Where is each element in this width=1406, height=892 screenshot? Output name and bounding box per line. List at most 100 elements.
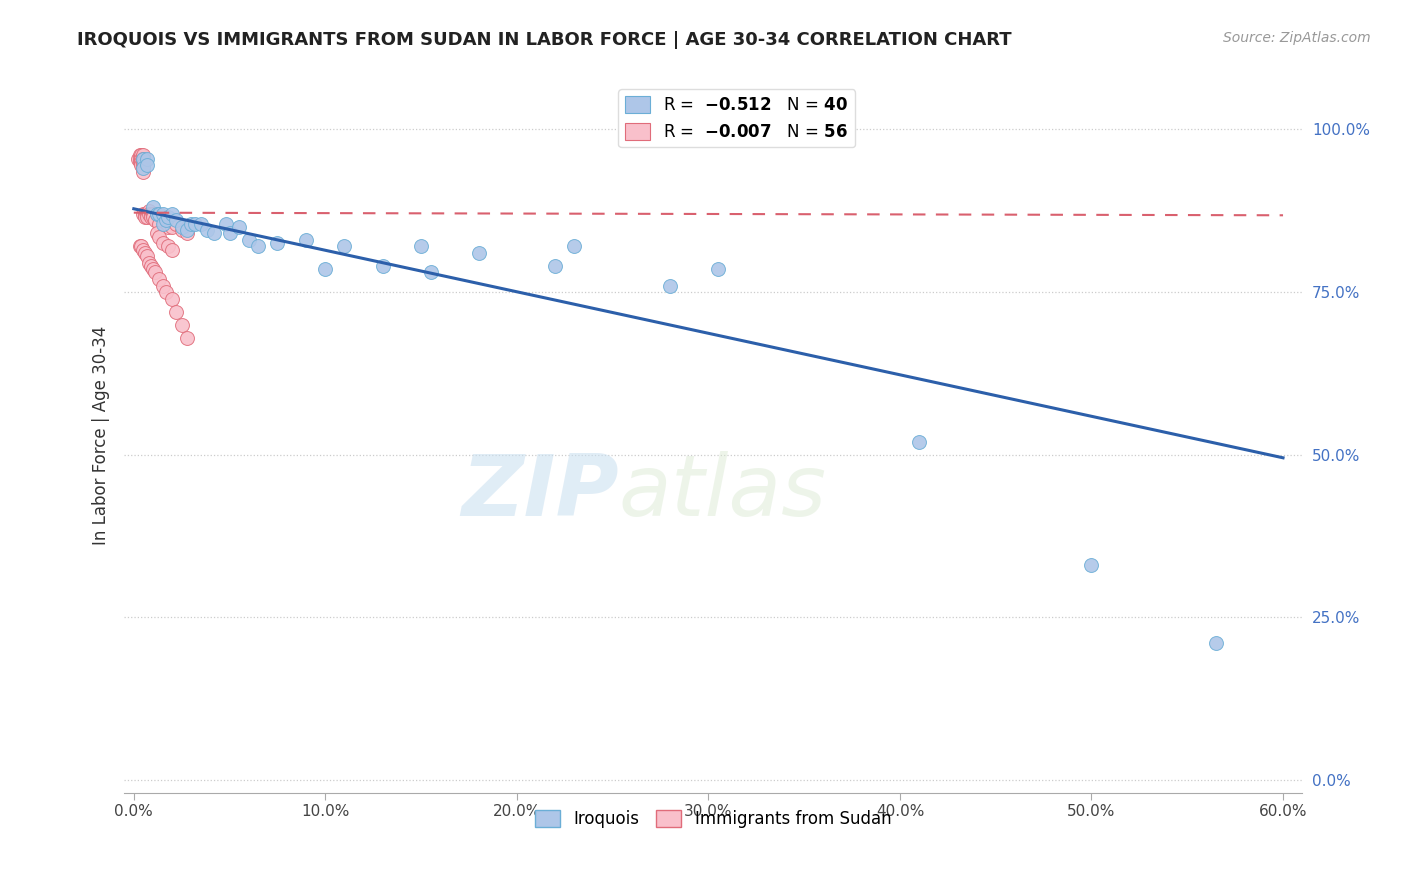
Point — [160, 292, 183, 306]
Point — [659, 278, 682, 293]
Point — [138, 203, 160, 218]
Point — [170, 318, 193, 332]
Point — [146, 207, 169, 221]
Point — [139, 259, 162, 273]
Point — [142, 207, 165, 221]
Point — [134, 207, 156, 221]
Point — [152, 278, 174, 293]
Point — [176, 223, 198, 237]
Point — [544, 259, 567, 273]
Point — [170, 219, 193, 234]
Point — [247, 239, 270, 253]
Point — [146, 227, 169, 241]
Point — [134, 211, 156, 225]
Point — [128, 152, 150, 166]
Point — [132, 161, 155, 176]
Point — [128, 239, 150, 253]
Point — [132, 158, 155, 172]
Point — [155, 213, 177, 227]
Point — [136, 211, 159, 225]
Legend: Iroquois, Immigrants from Sudan: Iroquois, Immigrants from Sudan — [529, 803, 898, 834]
Point — [908, 434, 931, 449]
Point — [127, 152, 149, 166]
Point — [1205, 636, 1227, 650]
Point — [157, 239, 180, 253]
Point — [152, 211, 174, 225]
Point — [157, 219, 180, 234]
Point — [155, 285, 177, 299]
Point — [562, 239, 585, 253]
Point — [132, 207, 155, 221]
Point — [180, 217, 202, 231]
Point — [143, 265, 166, 279]
Point — [152, 217, 174, 231]
Point — [333, 239, 356, 253]
Point — [153, 217, 176, 231]
Text: Source: ZipAtlas.com: Source: ZipAtlas.com — [1223, 31, 1371, 45]
Point — [157, 211, 180, 225]
Point — [136, 158, 159, 172]
Point — [215, 217, 238, 231]
Point — [128, 155, 150, 169]
Point — [142, 262, 165, 277]
Point — [136, 152, 159, 166]
Point — [131, 152, 153, 166]
Point — [195, 223, 218, 237]
Point — [266, 236, 288, 251]
Point — [132, 243, 155, 257]
Point — [411, 239, 433, 253]
Point — [176, 227, 198, 241]
Point — [139, 207, 162, 221]
Point — [1080, 558, 1102, 573]
Point — [314, 262, 336, 277]
Point — [132, 161, 155, 176]
Point — [160, 219, 183, 234]
Point — [148, 217, 170, 231]
Point — [152, 236, 174, 251]
Point — [148, 272, 170, 286]
Point — [467, 246, 489, 260]
Point — [142, 211, 165, 225]
Point — [228, 219, 250, 234]
Text: atlas: atlas — [619, 450, 827, 533]
Point — [131, 158, 153, 172]
Point — [218, 227, 240, 241]
Point — [152, 207, 174, 221]
Point — [146, 207, 169, 221]
Point — [134, 246, 156, 260]
Text: IROQUOIS VS IMMIGRANTS FROM SUDAN IN LABOR FORCE | AGE 30-34 CORRELATION CHART: IROQUOIS VS IMMIGRANTS FROM SUDAN IN LAB… — [77, 31, 1012, 49]
Point — [184, 217, 207, 231]
Point — [165, 213, 187, 227]
Point — [160, 243, 183, 257]
Text: ZIP: ZIP — [461, 450, 619, 533]
Point — [132, 148, 155, 162]
Point — [190, 217, 212, 231]
Point — [138, 207, 160, 221]
Point — [132, 152, 155, 166]
Point — [148, 207, 170, 221]
Point — [148, 229, 170, 244]
Point — [170, 223, 193, 237]
Point — [707, 262, 730, 277]
Point — [132, 165, 155, 179]
Point — [139, 211, 162, 225]
Point — [165, 304, 187, 318]
Point — [131, 155, 153, 169]
Y-axis label: In Labor Force | Age 30-34: In Labor Force | Age 30-34 — [93, 326, 110, 545]
Point — [371, 259, 394, 273]
Point — [295, 233, 318, 247]
Point — [128, 148, 150, 162]
Point — [202, 227, 225, 241]
Point — [165, 217, 187, 231]
Point — [132, 152, 155, 166]
Point — [138, 256, 160, 270]
Point — [136, 207, 159, 221]
Point — [176, 330, 198, 344]
Point — [143, 213, 166, 227]
Point — [142, 201, 165, 215]
Point — [131, 148, 153, 162]
Point — [160, 207, 183, 221]
Point — [419, 265, 441, 279]
Point — [131, 239, 153, 253]
Point — [136, 249, 159, 263]
